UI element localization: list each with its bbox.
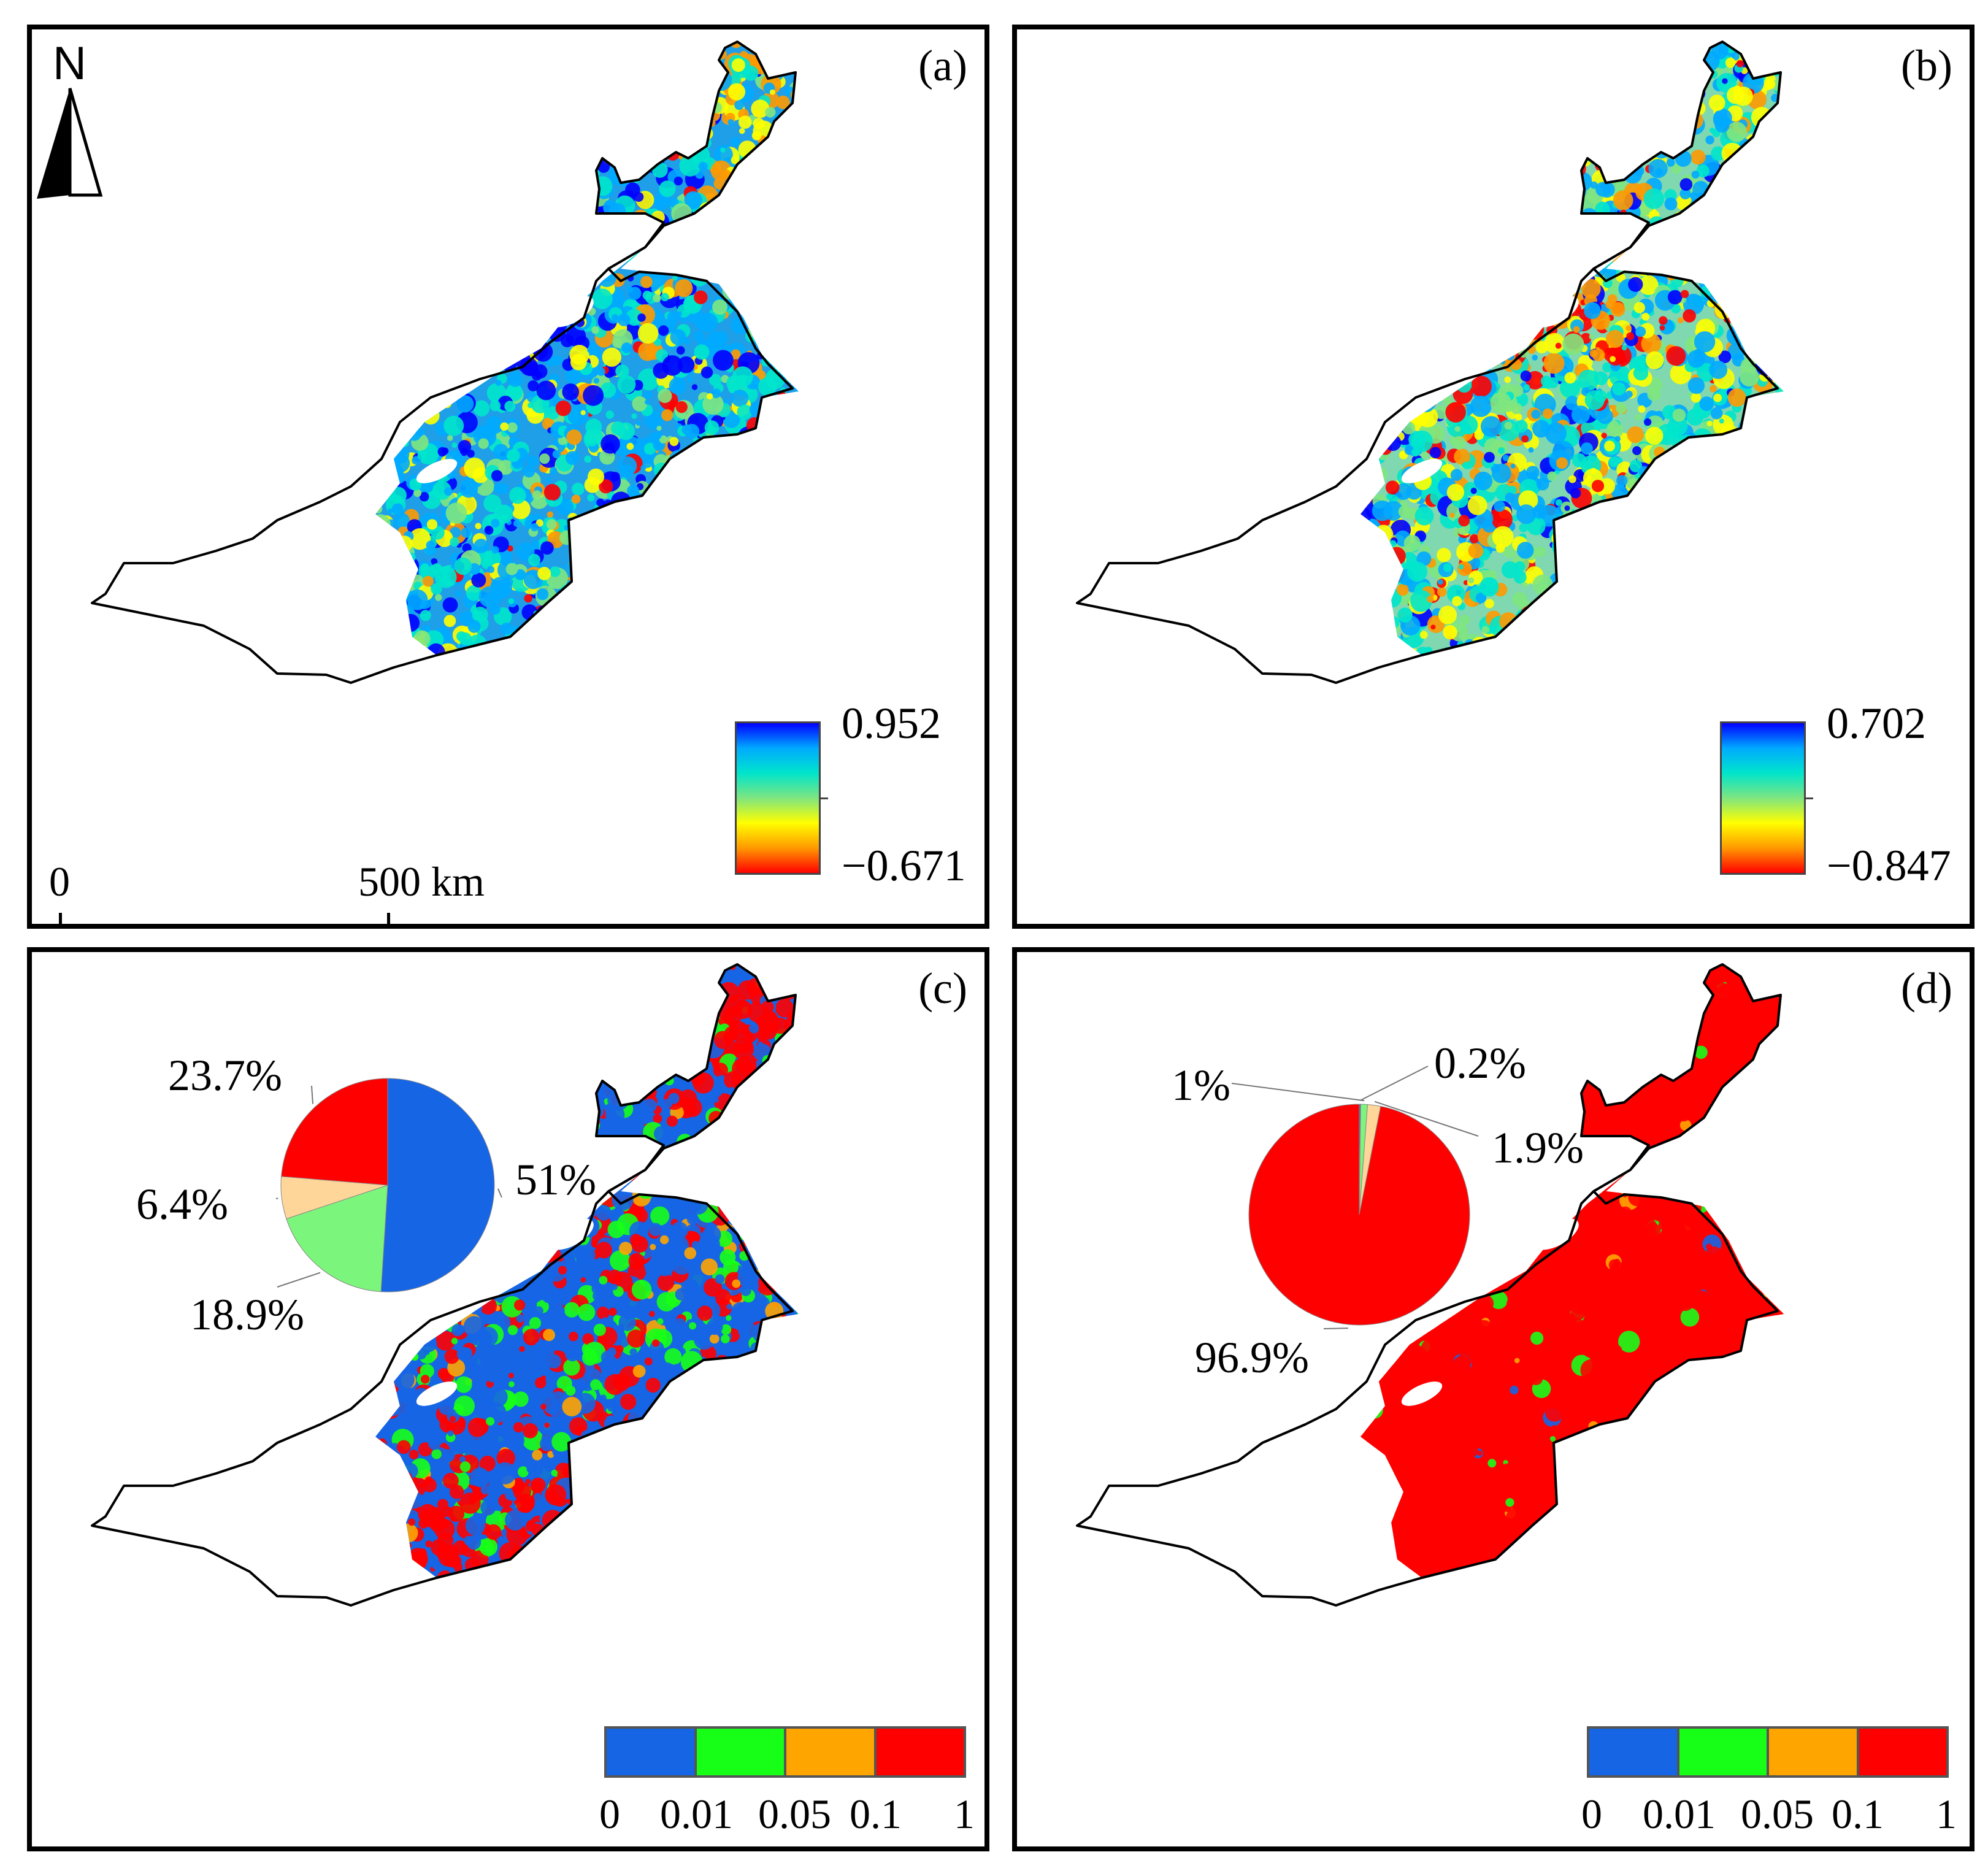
legend-tick: 0.05 bbox=[1741, 1791, 1814, 1837]
legend-tick: 0 bbox=[1581, 1791, 1602, 1837]
colorbar-max: 0.952 bbox=[842, 699, 941, 748]
pie-leader-line bbox=[497, 1188, 502, 1198]
colorbar bbox=[1720, 721, 1806, 875]
legend-cell bbox=[696, 1729, 786, 1775]
colorbar-tick bbox=[821, 797, 828, 799]
legend-cell bbox=[607, 1729, 697, 1775]
panel-a: (a) N 0 500 km 0.952 −0.671 bbox=[27, 25, 989, 929]
colorbar bbox=[735, 721, 821, 875]
legend-tick: 0 bbox=[599, 1791, 620, 1837]
pie-slice bbox=[281, 1078, 388, 1186]
legend-cell bbox=[1859, 1729, 1946, 1775]
pie-leader-line bbox=[1231, 1083, 1365, 1102]
map-fill bbox=[1361, 42, 1784, 655]
pie-leader-line bbox=[1374, 1101, 1479, 1137]
pie-label: 96.9% bbox=[1195, 1333, 1309, 1382]
region-outline bbox=[1076, 963, 1782, 1607]
legend-tick: 0.05 bbox=[758, 1791, 831, 1837]
pie-label: 0.2% bbox=[1434, 1039, 1526, 1088]
legend-cell bbox=[1769, 1729, 1859, 1775]
pie-leader-line bbox=[1359, 1066, 1429, 1101]
pie-chart-d bbox=[1231, 1066, 1479, 1329]
pie-label: 23.7% bbox=[168, 1051, 282, 1100]
region-outline bbox=[91, 963, 797, 1607]
pie-label: 1.9% bbox=[1492, 1123, 1584, 1172]
legend-cell bbox=[876, 1729, 964, 1775]
legend-tick: 1 bbox=[1936, 1791, 1957, 1837]
pie-slice bbox=[1248, 1104, 1470, 1326]
panel-label: (a) bbox=[918, 41, 967, 90]
pie-leader-line bbox=[275, 1197, 278, 1199]
panel-c: (c) 0 0.01 0.05 0.1 1 51% 18.9% 6.4% 23.7% bbox=[27, 947, 989, 1851]
map-c bbox=[91, 963, 799, 1607]
scale-end: 500 km bbox=[358, 858, 485, 905]
region-outline bbox=[1076, 40, 1782, 684]
pie-label: 1% bbox=[1172, 1061, 1230, 1110]
pie-label: 51% bbox=[515, 1155, 596, 1204]
legend-cell bbox=[1589, 1729, 1679, 1775]
pie-chart-c bbox=[275, 1078, 502, 1293]
pie-slice bbox=[380, 1078, 495, 1293]
legend-cell bbox=[1679, 1729, 1769, 1775]
pie-leader-line bbox=[311, 1085, 313, 1104]
scale-start: 0 bbox=[49, 858, 70, 905]
map-fill bbox=[375, 42, 799, 655]
scale-bar bbox=[59, 913, 390, 924]
significance-legend bbox=[1587, 1726, 1949, 1778]
legend-tick: 0.01 bbox=[1643, 1791, 1716, 1837]
colorbar-min: −0.671 bbox=[842, 841, 966, 890]
panel-d: (d) 0 0.01 0.05 0.1 1 0.2% 1% 1.9% 96.9% bbox=[1012, 947, 1975, 1851]
panel-label: (b) bbox=[1901, 41, 1952, 90]
pie-leader-line bbox=[277, 1272, 321, 1288]
pie-slice bbox=[286, 1185, 388, 1293]
panel-label: (c) bbox=[918, 964, 967, 1013]
legend-tick: 0.1 bbox=[1832, 1791, 1884, 1837]
colorbar-max: 0.702 bbox=[1827, 699, 1926, 748]
significance-legend bbox=[604, 1726, 966, 1778]
map-a bbox=[91, 40, 799, 684]
panel-b: (b) 0.702 −0.847 bbox=[1012, 25, 1975, 929]
legend-tick: 0.1 bbox=[850, 1791, 902, 1837]
legend-tick: 0.01 bbox=[660, 1791, 733, 1837]
colorbar-tick bbox=[1806, 797, 1813, 799]
north-arrow-icon bbox=[37, 88, 103, 199]
colorbar-min: −0.847 bbox=[1827, 841, 1951, 890]
region-outline bbox=[91, 40, 797, 684]
pie-label: 18.9% bbox=[190, 1290, 304, 1339]
map-d bbox=[1076, 963, 1784, 1607]
north-label: N bbox=[53, 37, 86, 90]
legend-cell bbox=[786, 1729, 877, 1775]
map-b bbox=[1076, 40, 1784, 684]
pie-label: 6.4% bbox=[136, 1180, 228, 1229]
panel-label: (d) bbox=[1901, 964, 1952, 1013]
legend-tick: 1 bbox=[954, 1791, 975, 1837]
pie-leader-line bbox=[1323, 1327, 1348, 1329]
